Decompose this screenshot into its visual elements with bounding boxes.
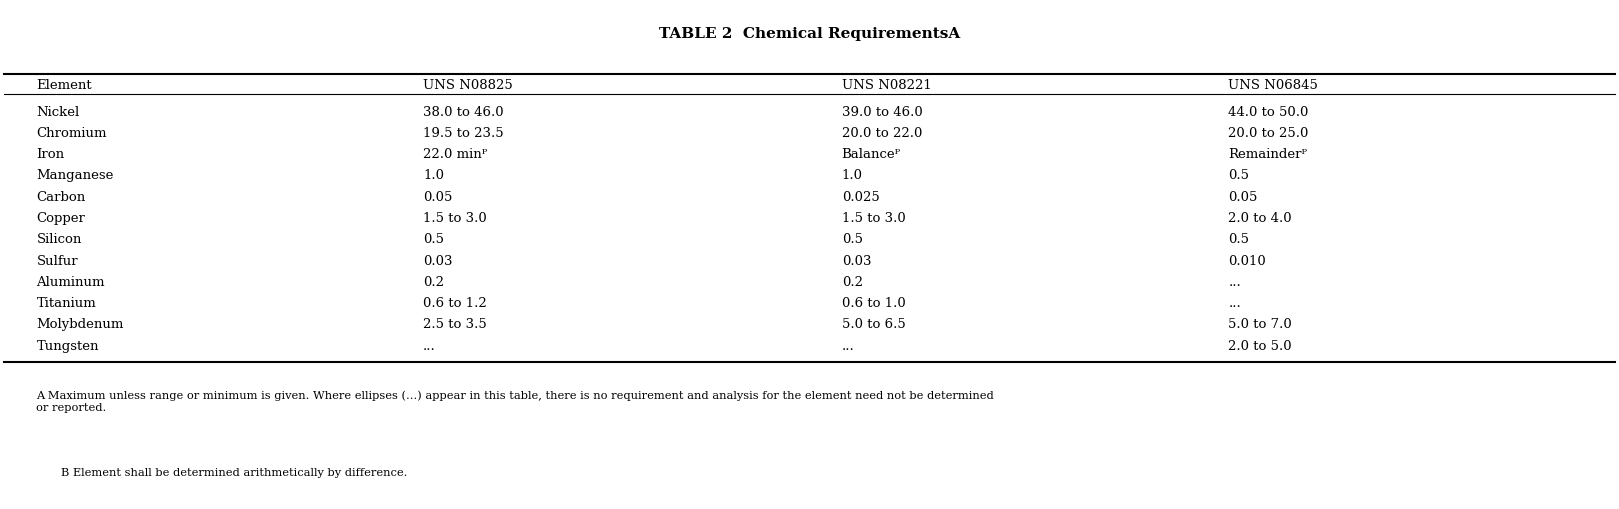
Text: A Maximum unless range or minimum is given. Where ellipses (...) appear in this : A Maximum unless range or minimum is giv… [36,390,994,412]
Text: 0.2: 0.2 [423,275,444,288]
Text: Chromium: Chromium [36,127,107,139]
Text: 20.0 to 22.0: 20.0 to 22.0 [842,127,923,139]
Text: B Element shall be determined arithmetically by difference.: B Element shall be determined arithmetic… [60,467,406,477]
Text: 0.2: 0.2 [842,275,863,288]
Text: Iron: Iron [36,148,65,161]
Text: UNS N08825: UNS N08825 [423,79,513,92]
Text: Copper: Copper [36,212,86,224]
Text: Element: Element [36,79,92,92]
Text: 39.0 to 46.0: 39.0 to 46.0 [842,105,923,119]
Text: 19.5 to 23.5: 19.5 to 23.5 [423,127,504,139]
Text: 0.05: 0.05 [423,190,452,204]
Text: 0.5: 0.5 [423,233,444,246]
Text: 1.0: 1.0 [423,169,444,182]
Text: 0.5: 0.5 [1229,233,1250,246]
Text: Sulfur: Sulfur [36,254,78,267]
Text: Titanium: Titanium [36,297,96,309]
Text: 2.5 to 3.5: 2.5 to 3.5 [423,318,487,331]
Text: 0.025: 0.025 [842,190,879,204]
Text: 0.05: 0.05 [1229,190,1258,204]
Text: Silicon: Silicon [36,233,81,246]
Text: TABLE 2  Chemical RequirementsA: TABLE 2 Chemical RequirementsA [659,26,960,41]
Text: ...: ... [423,339,436,352]
Text: 38.0 to 46.0: 38.0 to 46.0 [423,105,504,119]
Text: Nickel: Nickel [36,105,79,119]
Text: UNS N08221: UNS N08221 [842,79,931,92]
Text: Tungsten: Tungsten [36,339,99,352]
Text: ...: ... [842,339,855,352]
Text: 0.5: 0.5 [1229,169,1250,182]
Text: ...: ... [1229,275,1242,288]
Text: 22.0 minᴾ: 22.0 minᴾ [423,148,487,161]
Text: Balanceᴾ: Balanceᴾ [842,148,900,161]
Text: 5.0 to 6.5: 5.0 to 6.5 [842,318,905,331]
Text: 1.5 to 3.0: 1.5 to 3.0 [423,212,487,224]
Text: 5.0 to 7.0: 5.0 to 7.0 [1229,318,1292,331]
Text: 0.03: 0.03 [842,254,871,267]
Text: Remainderᴾ: Remainderᴾ [1229,148,1307,161]
Text: Aluminum: Aluminum [36,275,105,288]
Text: Carbon: Carbon [36,190,86,204]
Text: 2.0 to 5.0: 2.0 to 5.0 [1229,339,1292,352]
Text: Molybdenum: Molybdenum [36,318,123,331]
Text: 44.0 to 50.0: 44.0 to 50.0 [1229,105,1308,119]
Text: UNS N06845: UNS N06845 [1229,79,1318,92]
Text: 0.03: 0.03 [423,254,452,267]
Text: 0.6 to 1.2: 0.6 to 1.2 [423,297,487,309]
Text: 0.6 to 1.0: 0.6 to 1.0 [842,297,905,309]
Text: ...: ... [1229,297,1242,309]
Text: Manganese: Manganese [36,169,113,182]
Text: 0.5: 0.5 [842,233,863,246]
Text: 1.5 to 3.0: 1.5 to 3.0 [842,212,905,224]
Text: 20.0 to 25.0: 20.0 to 25.0 [1229,127,1308,139]
Text: 2.0 to 4.0: 2.0 to 4.0 [1229,212,1292,224]
Text: 1.0: 1.0 [842,169,863,182]
Text: 0.010: 0.010 [1229,254,1266,267]
